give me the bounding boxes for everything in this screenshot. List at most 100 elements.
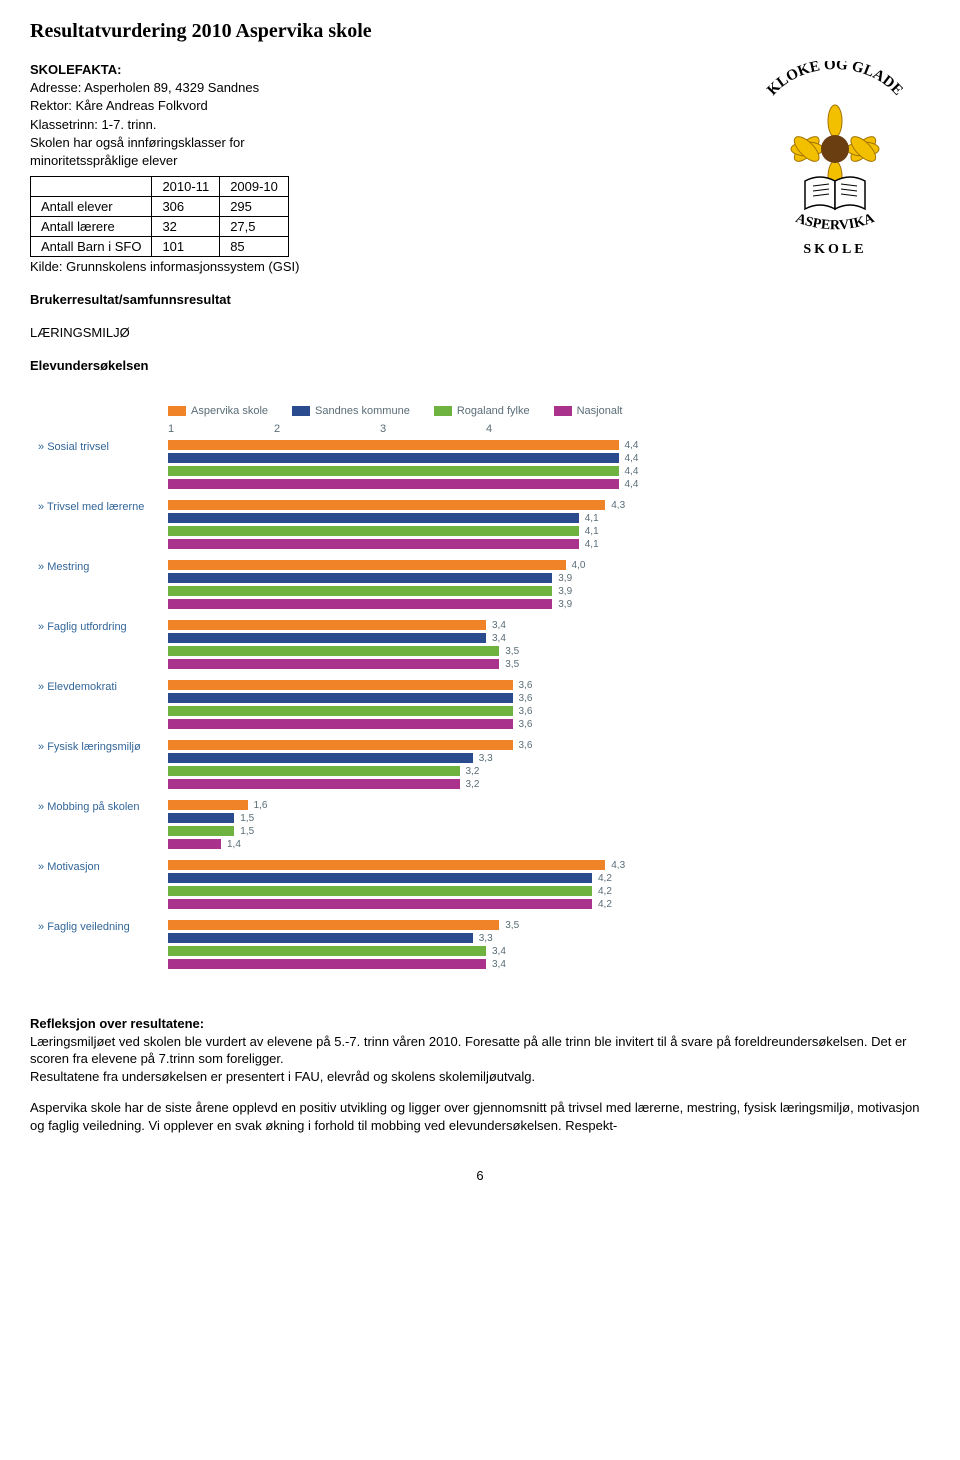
bar-row: 4,1 — [168, 525, 708, 537]
legend-item: Nasjonalt — [554, 405, 623, 417]
bar-row: 3,5 — [168, 919, 708, 931]
bar — [168, 453, 619, 463]
bar — [168, 586, 552, 596]
svg-text:SKOLE: SKOLE — [803, 242, 866, 257]
bar-row: 1,4 — [168, 838, 708, 850]
reflection-p2: Resultatene fra undersøkelsen er present… — [30, 1069, 535, 1084]
legend-item: Aspervika skole — [168, 405, 268, 417]
bar-value: 3,5 — [505, 646, 519, 657]
table-row: Antall lærere 32 27,5 — [31, 217, 289, 237]
survey-chart: Aspervika skole Sandnes kommune Rogaland f… — [30, 397, 930, 987]
bar-value: 4,3 — [611, 500, 625, 511]
table-cell: Antall Barn i SFO — [31, 237, 152, 257]
bar-value: 3,6 — [519, 680, 533, 691]
bar — [168, 800, 248, 810]
bar-value: 3,6 — [519, 719, 533, 730]
reflection-heading: Refleksjon over resultatene: — [30, 1016, 204, 1031]
reflection-text: Refleksjon over resultatene: Læringsmilj… — [30, 1015, 930, 1134]
facts-line: Adresse: Asperholen 89, 4329 Sandnes — [30, 80, 259, 95]
bar-value: 1,5 — [240, 813, 254, 824]
category-label[interactable]: Motivasjon — [38, 859, 168, 873]
bar — [168, 659, 499, 669]
category-label[interactable]: Elevdemokrati — [38, 679, 168, 693]
bar — [168, 526, 579, 536]
bar-row: 3,6 — [168, 705, 708, 717]
legend-item: Sandnes kommune — [292, 405, 410, 417]
table-cell: 306 — [152, 197, 220, 217]
axis-tick: 1 — [168, 423, 274, 435]
bar-value: 4,0 — [572, 560, 586, 571]
bar-value: 4,1 — [585, 539, 599, 550]
bar-value: 3,9 — [558, 586, 572, 597]
table-header: 2009-10 — [220, 177, 289, 197]
bar-value: 3,5 — [505, 659, 519, 670]
bar-value: 3,2 — [466, 766, 480, 777]
bar-row: 1,5 — [168, 825, 708, 837]
bar-row: 3,4 — [168, 958, 708, 970]
bar — [168, 886, 592, 896]
bar-value: 3,6 — [519, 706, 533, 717]
chart-legend: Aspervika skole Sandnes kommune Rogaland f… — [168, 405, 922, 417]
chart-axis: 1234 — [168, 423, 922, 435]
bar — [168, 573, 552, 583]
bar-value: 3,3 — [479, 753, 493, 764]
table-cell: Antall elever — [31, 197, 152, 217]
bar-row: 3,4 — [168, 632, 708, 644]
page-number: 6 — [30, 1168, 930, 1183]
bar-value: 1,6 — [254, 800, 268, 811]
bar — [168, 560, 566, 570]
facts-line: Skolen har også innføringsklasser for — [30, 135, 245, 150]
bar-value: 4,2 — [598, 886, 612, 897]
bar-value: 3,3 — [479, 933, 493, 944]
bar-row: 3,6 — [168, 739, 708, 751]
bar — [168, 959, 486, 969]
bar-row: 3,2 — [168, 778, 708, 790]
bar — [168, 693, 513, 703]
category-label[interactable]: Mobbing på skolen — [38, 799, 168, 813]
bar — [168, 740, 513, 750]
category-label[interactable]: Trivsel med lærerne — [38, 499, 168, 513]
category-label[interactable]: Mestring — [38, 559, 168, 573]
category-label[interactable]: Faglig utfordring — [38, 619, 168, 633]
facts-line: minoritetsspråklige elever — [30, 153, 177, 168]
chart-category: Mestring4,03,93,93,9 — [38, 559, 922, 611]
bar-value: 4,1 — [585, 513, 599, 524]
bar-value: 4,4 — [625, 479, 639, 490]
category-label[interactable]: Sosial trivsel — [38, 439, 168, 453]
bar-row: 4,0 — [168, 559, 708, 571]
bar — [168, 479, 619, 489]
chart-category: Fysisk læringsmiljø3,6 3,3 3,23,2 — [38, 739, 922, 791]
table-cell: Antall lærere — [31, 217, 152, 237]
bar — [168, 766, 460, 776]
chart-category: Sosial trivsel4,44,44,44,4 — [38, 439, 922, 491]
category-label[interactable]: Fysisk læringsmiljø — [38, 739, 168, 753]
chart-category: Motivasjon4,34,24,24,2 — [38, 859, 922, 911]
bar-value: 4,4 — [625, 466, 639, 477]
axis-tick — [592, 423, 698, 435]
bar-value: 3,4 — [492, 959, 506, 970]
section-elevundersokelsen: Elevundersøkelsen — [30, 358, 930, 373]
bar-row: 1,5 — [168, 812, 708, 824]
bar — [168, 513, 579, 523]
bar-row: 3,9 — [168, 572, 708, 584]
bar-row: 4,4 — [168, 465, 708, 477]
school-facts: SKOLEFAKTA: Adresse: Asperholen 89, 4329… — [30, 61, 299, 170]
bar — [168, 466, 619, 476]
bar-row: 4,2 — [168, 872, 708, 884]
bar — [168, 539, 579, 549]
bar-value: 1,5 — [240, 826, 254, 837]
bar-row: 4,4 — [168, 452, 708, 464]
facts-line: Klassetrinn: 1-7. trinn. — [30, 117, 156, 132]
facts-line: Rektor: Kåre Andreas Folkvord — [30, 98, 208, 113]
table-cell: 85 — [220, 237, 289, 257]
chart-category: Trivsel med lærerne4,34,14,14,1 — [38, 499, 922, 551]
bar-value: 4,4 — [625, 440, 639, 451]
table-row: Antall elever 306 295 — [31, 197, 289, 217]
bar — [168, 946, 486, 956]
bar — [168, 599, 552, 609]
bar — [168, 920, 499, 930]
legend-item: Rogaland fylke — [434, 405, 530, 417]
reflection-p3: Aspervika skole har de siste årene opple… — [30, 1099, 930, 1134]
category-label[interactable]: Faglig veiledning — [38, 919, 168, 933]
bar-row: 3,9 — [168, 585, 708, 597]
